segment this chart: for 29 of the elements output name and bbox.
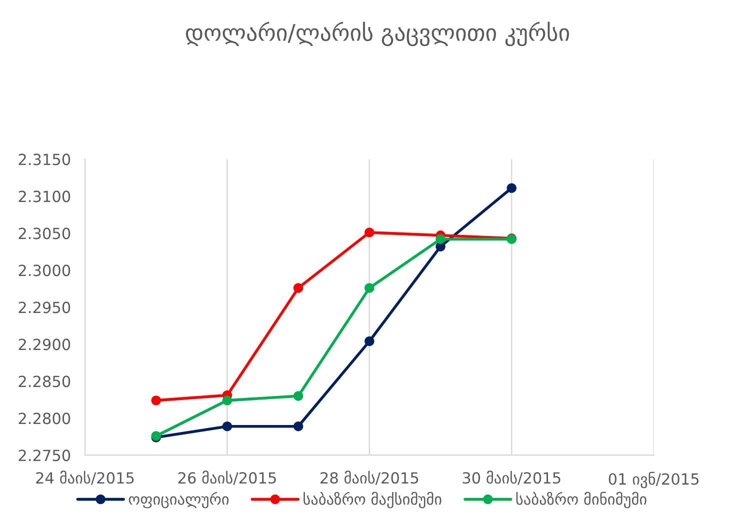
point [364, 336, 374, 346]
x-tick-label: 24 მაის/2015 [36, 470, 134, 485]
point [222, 421, 232, 432]
point [293, 391, 304, 401]
y-tick-label: 2.2950 [18, 302, 70, 314]
x-tick-label: 30 მაის/2015 [462, 470, 560, 485]
y-tick-label: 2.3000 [18, 264, 70, 276]
point [436, 234, 446, 244]
y-tick-label: 2.2900 [18, 338, 70, 350]
legend-label: საბაზრო მაქსიმუმი [304, 492, 442, 508]
x-tick-label: 26 მაის/2015 [178, 470, 276, 485]
y-tick-label: 2.3050 [18, 228, 70, 240]
x-tick-label: 01 ივნ/2015 [608, 472, 699, 488]
y-tick-label: 2.2750 [18, 450, 70, 462]
point [364, 283, 374, 293]
chart-title: დოლარი/ლარის გაცვლითი კურსი [186, 22, 570, 46]
point [506, 183, 516, 193]
y-tick-label: 2.3150 [18, 154, 70, 166]
point [293, 283, 304, 293]
x-tick-label: 28 მაის/2015 [320, 470, 418, 485]
y-tick-label: 2.3100 [18, 190, 70, 202]
point [151, 396, 161, 406]
y-tick-label: 2.2850 [18, 376, 70, 388]
y-tick-label: 2.2800 [18, 412, 70, 424]
point [364, 228, 374, 238]
legend-label: საბაზრო მინიმუმი [516, 492, 646, 508]
legend-label: ოფიციალური [128, 492, 229, 508]
point [293, 421, 304, 432]
point [222, 396, 232, 406]
